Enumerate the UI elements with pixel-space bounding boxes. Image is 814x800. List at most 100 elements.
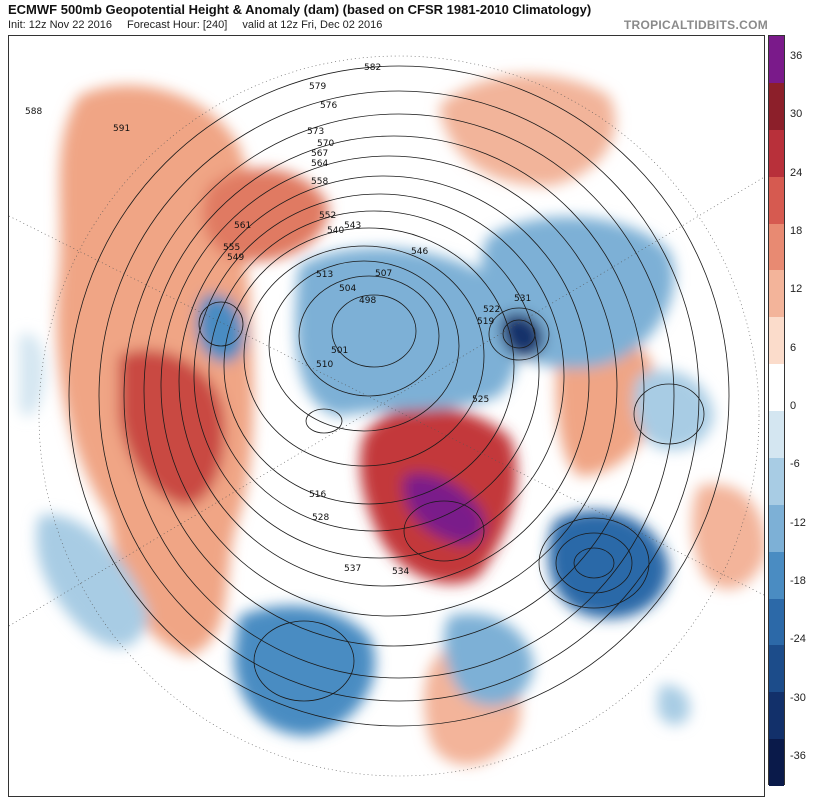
height-contours [68, 65, 730, 727]
colorbar-swatch [769, 364, 784, 411]
cold-anomaly-west [19, 333, 45, 417]
contour-label: 567 [311, 149, 328, 159]
contour-line [223, 227, 515, 505]
contour-line [555, 532, 633, 594]
anomaly-colorbar [768, 35, 785, 786]
colorbar-swatch [769, 129, 784, 177]
contour-line [160, 155, 618, 617]
contour-label: 546 [411, 247, 428, 257]
colorbar-swatch [769, 504, 784, 552]
colorbar-tick-label: 6 [790, 341, 797, 354]
contour-line [208, 210, 540, 532]
colorbar-tick-label: -6 [790, 458, 800, 471]
contour-line [268, 260, 460, 432]
contour-label: 531 [514, 294, 531, 304]
colorbar-tick-label: -12 [790, 516, 806, 529]
contour-label: 570 [317, 139, 334, 149]
cold-anomaly-pacific-south [36, 514, 150, 648]
colorbar-tick-label: 12 [790, 283, 803, 296]
contour-label: 528 [312, 513, 329, 523]
contour-label: 555 [223, 243, 240, 253]
colorbar-swatch [769, 739, 784, 786]
contour-label: 588 [25, 107, 42, 117]
colorbar-swatch [769, 598, 784, 646]
contour-label: 498 [359, 296, 376, 306]
init-time: Init: 12z Nov 22 2016 [8, 19, 112, 31]
contour-label: 525 [472, 395, 489, 405]
warm-anomaly-greenland-core [403, 473, 485, 545]
contour-line [488, 307, 550, 361]
forecast-info: Init: 12z Nov 22 2016 Forecast Hour: [24… [8, 19, 394, 31]
contour-label: 561 [234, 221, 251, 231]
colorbar-tick-label: -24 [790, 633, 806, 646]
colorbar-tick-label: 36 [790, 50, 803, 62]
warm-anomaly-atlantic-east [692, 484, 764, 590]
cold-anomaly-gulf [657, 685, 690, 726]
contour-label: 501 [331, 346, 348, 356]
graticule [9, 55, 764, 777]
cold-anomaly-kamchatka [196, 294, 245, 363]
warm-anomaly-siberia [439, 74, 616, 186]
contour-line [193, 193, 565, 559]
latitude-circle [38, 55, 760, 777]
valid-time: valid at 12z Fri, Dec 02 2016 [242, 19, 383, 31]
contour-label: 504 [339, 284, 356, 294]
cold-anomaly-arctic [295, 247, 521, 416]
colorbar-swatch [769, 82, 784, 130]
colorbar-tick-label: 18 [790, 225, 803, 237]
warm-anomaly-alaska [202, 168, 329, 262]
contour-label-group: 588 591 582 579 576 573 570 567 564 561 … [25, 63, 531, 577]
contour-label: 519 [477, 317, 494, 327]
colorbar-swatch [769, 223, 784, 271]
colorbar-swatch [769, 457, 784, 505]
anomaly-map: 588 591 582 579 576 573 570 567 564 561 … [9, 55, 764, 777]
contour-line [305, 408, 343, 434]
colorbar-tick-label: -18 [790, 575, 806, 587]
contour-line [198, 301, 244, 347]
brand-watermark: TROPICALTIDBITS.COM [623, 18, 768, 32]
colorbar-swatch [769, 645, 784, 693]
contour-label: 579 [309, 82, 326, 92]
contour-line [178, 175, 590, 587]
map-title: ECMWF 500mb Geopotential Height & Anomal… [8, 2, 592, 17]
colorbar-tick-label: 30 [790, 108, 803, 121]
contour-label: 516 [309, 490, 326, 500]
colorbar-tick-label: -30 [790, 691, 806, 704]
contour-label: 543 [344, 221, 361, 231]
contour-line [502, 319, 536, 349]
contour-label: 549 [227, 253, 244, 263]
forecast-hour: Forecast Hour: [240] [127, 19, 228, 31]
contour-label: 540 [327, 226, 344, 236]
colorbar-swatch [769, 270, 784, 318]
colorbar-swatch [769, 551, 784, 599]
anomaly-fill [19, 74, 764, 765]
contour-label: 537 [344, 564, 361, 574]
contour-line [123, 113, 675, 679]
contour-line [403, 500, 485, 562]
colorbar-swatch [769, 176, 784, 224]
contour-label: 552 [319, 211, 336, 221]
colorbar-tick-label: 24 [790, 166, 803, 179]
contour-label: 573 [307, 127, 324, 137]
colorbar-swatch [769, 36, 784, 83]
contour-line [538, 517, 650, 609]
contour-label: 582 [364, 63, 381, 73]
colorbar-swatch [769, 692, 784, 740]
colorbar-swatch [769, 411, 784, 458]
contour-line [253, 620, 355, 702]
contour-line [573, 547, 615, 579]
contour-line [298, 275, 440, 397]
contour-label: 558 [311, 177, 328, 187]
contour-label: 564 [311, 159, 328, 169]
colorbar-swatch [769, 317, 784, 365]
contour-line [331, 294, 417, 368]
colorbar-tick-label: -36 [790, 750, 806, 762]
contour-label: 534 [392, 567, 409, 577]
contour-label: 522 [483, 305, 500, 315]
warm-anomaly-pacific-core [119, 349, 225, 506]
meridian-line [9, 176, 764, 627]
contour-label: 510 [316, 360, 333, 370]
contour-line [243, 245, 485, 467]
cold-anomaly-great-lakes [444, 613, 534, 706]
contour-line [143, 135, 645, 647]
